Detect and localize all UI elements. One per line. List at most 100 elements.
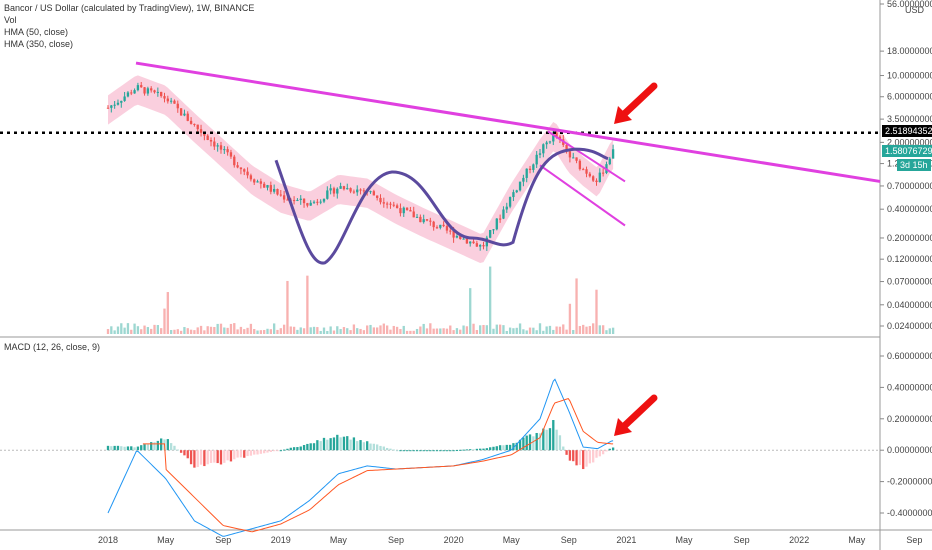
volume-bar [555, 326, 558, 334]
candle-body [146, 88, 150, 94]
volume-bar [130, 329, 133, 334]
macd-histogram-bar [276, 450, 279, 452]
macd-histogram-bar [299, 446, 302, 451]
volume-bar [402, 325, 405, 334]
candle-body [405, 207, 409, 211]
volume-bar [495, 324, 498, 334]
volume-bar [116, 326, 120, 334]
candle-body [326, 190, 329, 199]
candle-body [439, 224, 442, 228]
candle-body [572, 157, 575, 159]
macd-histogram-bar [356, 441, 359, 451]
candle-body [160, 91, 163, 97]
candle-body [409, 210, 412, 212]
candle-body [382, 202, 385, 204]
volume-bar [219, 323, 223, 334]
macd-histogram-bar [263, 450, 266, 454]
candle-body [213, 141, 216, 147]
time-label: 2021 [616, 535, 636, 545]
macd-histogram-bar [143, 444, 146, 451]
volume-bar [169, 329, 173, 334]
macd-histogram-bar [266, 450, 269, 453]
candle-body [395, 205, 399, 209]
volume-bar [196, 327, 199, 334]
macd-histogram-bar [382, 446, 385, 451]
candle-body [296, 199, 299, 201]
macd-histogram-bar [582, 450, 585, 470]
volume-bar [123, 327, 126, 334]
macd-histogram-bar [482, 448, 485, 451]
last-price-tag: 1.58076729 [882, 145, 932, 157]
macd-histogram-bar [286, 448, 289, 451]
volume-bar [492, 328, 495, 334]
candle-body [309, 202, 312, 206]
volume-bar [376, 327, 379, 334]
volume-bar [150, 328, 153, 334]
candle-body [312, 201, 316, 203]
macd-histogram-bar [528, 434, 532, 451]
macd-histogram-bar [472, 449, 475, 451]
price-tick-label: 0.70000000 [887, 181, 932, 191]
volume-bar [412, 330, 415, 334]
volume-bar [279, 328, 282, 334]
macd-histogram-bar [166, 439, 169, 451]
hma350-legend[interactable]: HMA (350, close) [4, 39, 74, 49]
macd-histogram-bar [359, 440, 362, 451]
volume-bar [366, 325, 369, 334]
time-label: Sep [215, 535, 231, 545]
macd-histogram-bar [319, 441, 322, 451]
price-tick-label: 6.00000000 [887, 92, 932, 102]
macd-histogram-bar [332, 437, 336, 451]
candle-body [495, 218, 498, 230]
macd-arrow-head [614, 418, 632, 436]
chart-title: Bancor / US Dollar (calculated by Tradin… [4, 3, 255, 13]
hma50-legend[interactable]: HMA (50, close) [4, 27, 69, 37]
macd-histogram-bar [279, 450, 282, 452]
volume-bar [249, 323, 253, 334]
axes: 56.00000000 18.00000000 10.00000000 6.00000… [98, 0, 932, 545]
candle-body [601, 172, 605, 174]
macd-histogram-bar [336, 434, 339, 451]
macd-histogram-bar [439, 450, 442, 452]
volume-bar [552, 329, 555, 334]
candle-body [223, 149, 226, 151]
cup-curve [274, 147, 609, 265]
macd-histogram-bar [442, 450, 445, 452]
candle-body [482, 245, 485, 247]
volume-bar [356, 328, 359, 334]
candle-body [419, 216, 422, 223]
macd-histogram-bar [146, 444, 150, 451]
macd-tick-label: 0.40000000 [887, 382, 932, 392]
macd-legend[interactable]: MACD (12, 26, close, 9) [4, 342, 101, 352]
volume-bar [140, 329, 143, 334]
time-label: Sep [906, 535, 922, 545]
macd-histogram-bar [495, 446, 498, 451]
volume-bar [522, 329, 525, 334]
candle-body [306, 203, 309, 206]
candle-body [339, 186, 342, 189]
macd-histogram-bar [545, 429, 548, 451]
time-label: 2022 [789, 535, 809, 545]
macd-histogram-bar [150, 442, 153, 451]
vol-legend[interactable]: Vol [4, 15, 17, 25]
macd-histogram-bar [306, 443, 309, 451]
candle-body [183, 113, 186, 116]
candle-body [173, 100, 176, 104]
time-label: Sep [561, 535, 577, 545]
volume-bar [312, 326, 316, 334]
price-candles [106, 81, 615, 251]
price-tick-label: 0.40000000 [887, 204, 932, 214]
macd-histogram-bar [269, 450, 272, 452]
macd-histogram-bar [455, 450, 459, 452]
macd-histogram-bar [213, 450, 216, 463]
macd-histogram-bar [120, 446, 123, 451]
macd-histogram-bar [592, 450, 595, 463]
macd-histogram-bar [488, 447, 492, 451]
candle-body [469, 241, 472, 244]
candle-body [389, 203, 392, 205]
candle-body [286, 199, 289, 201]
candle-body [176, 103, 179, 109]
volume-bar [319, 330, 322, 334]
